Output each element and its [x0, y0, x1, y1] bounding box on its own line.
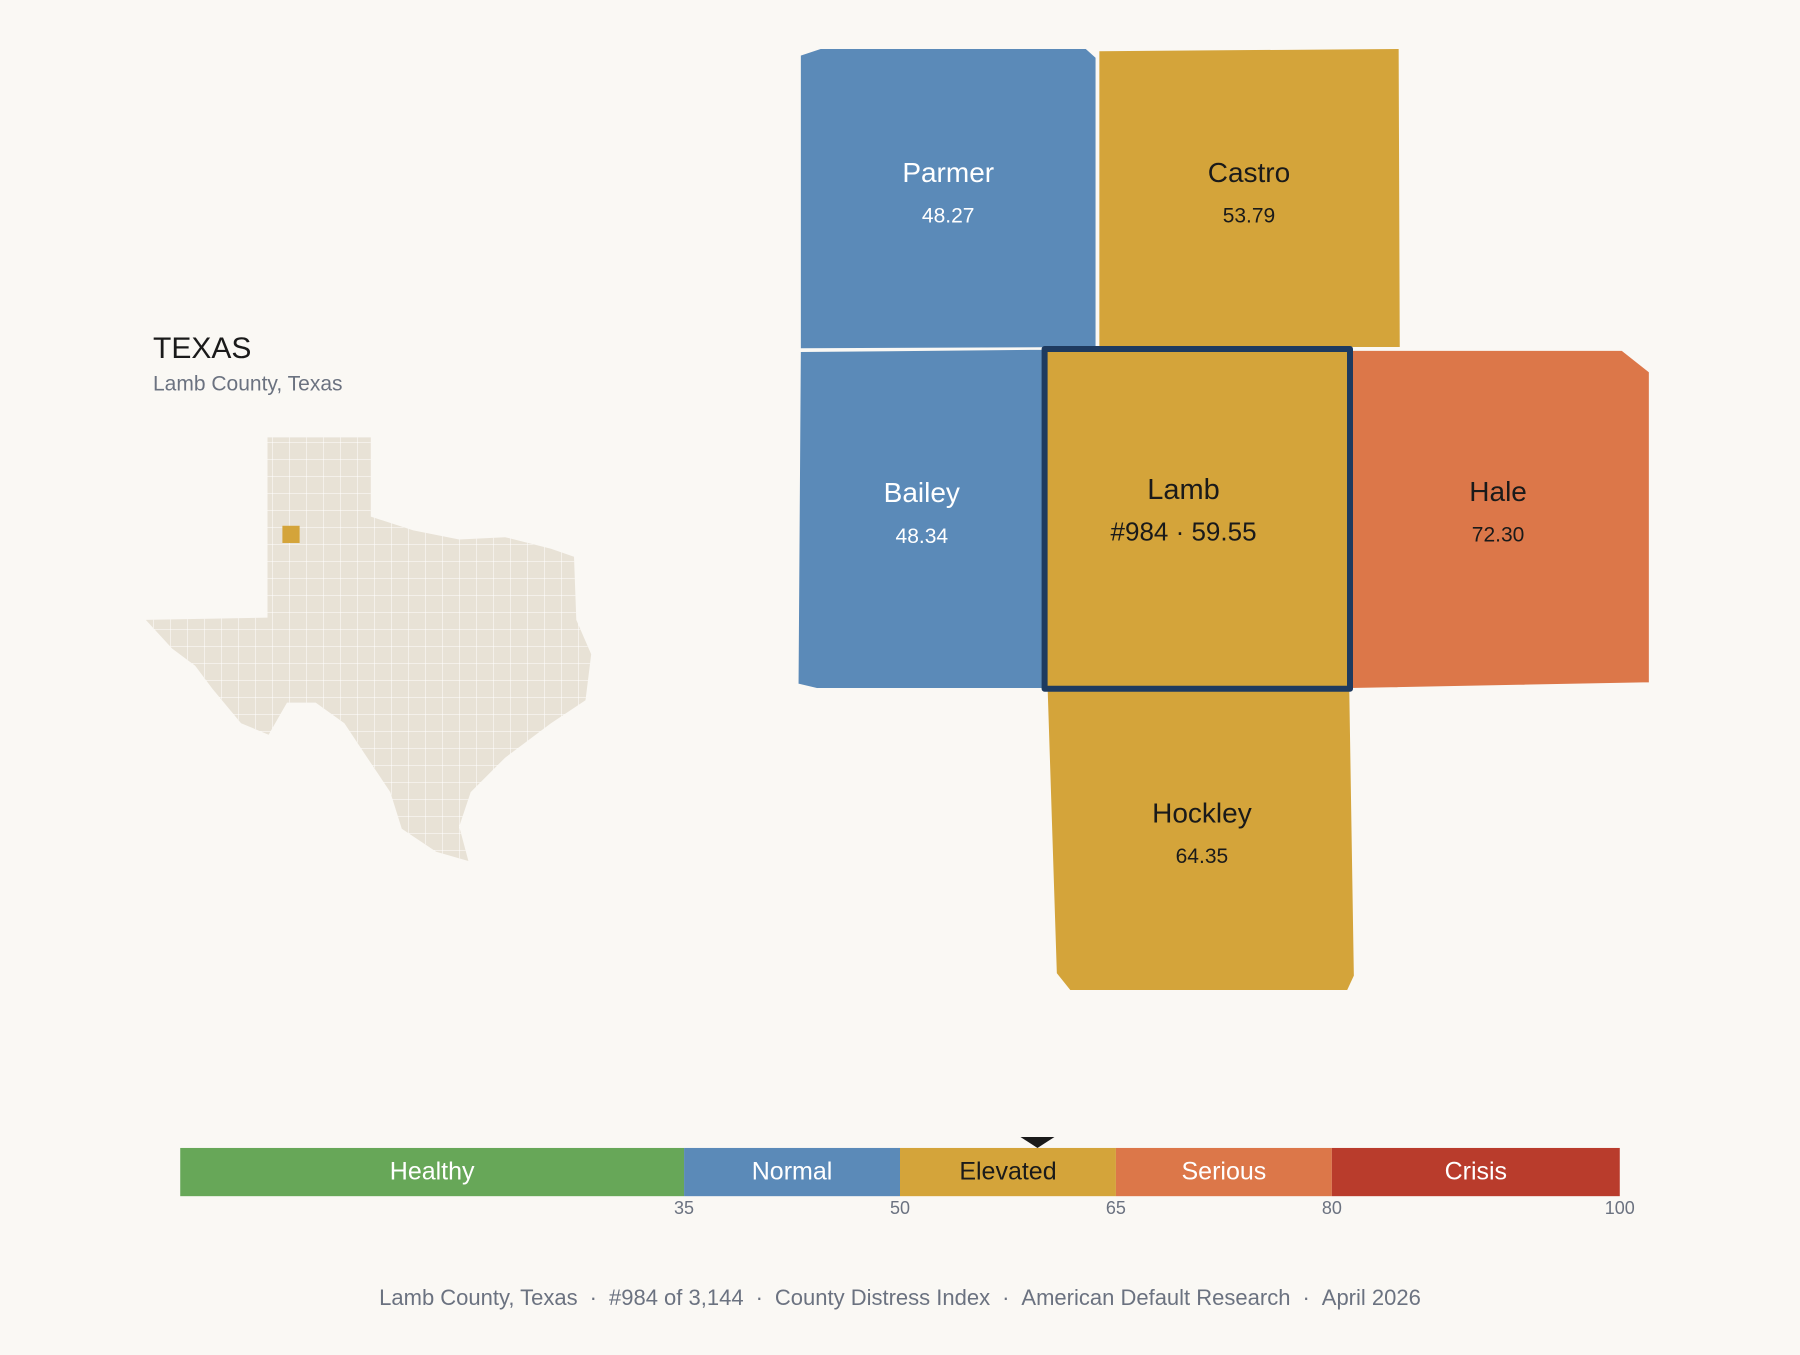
footer-separator: ·: [1002, 1285, 1009, 1310]
scale-band: [1115, 1147, 1332, 1197]
band-label: Normal: [752, 1158, 833, 1186]
scale-tick-label: 35: [674, 1198, 694, 1218]
county-name: Hockley: [1152, 797, 1252, 828]
county: [1097, 47, 1402, 349]
county-name: Castro: [1208, 157, 1290, 188]
county-value: 48.34: [896, 525, 949, 548]
county: [1349, 349, 1651, 690]
footer-part: Lamb County, Texas: [379, 1285, 578, 1310]
footer-part: American Default Research: [1021, 1285, 1290, 1310]
footer-part: County Distress Index: [775, 1285, 990, 1310]
band-label: Elevated: [959, 1158, 1056, 1186]
scale-marker: [1020, 1136, 1055, 1148]
scale-tick-label: 50: [890, 1198, 910, 1218]
county-value: 48.27: [922, 205, 975, 228]
highlighted-county: [282, 525, 300, 543]
title: TEXAS: [153, 332, 251, 365]
county: [1046, 688, 1356, 992]
scale-tick-label: 100: [1605, 1198, 1635, 1218]
county-value: 64.35: [1176, 845, 1229, 868]
band-label: Crisis: [1445, 1158, 1508, 1186]
state-map: [145, 437, 592, 861]
selected-county: [1041, 346, 1353, 692]
scale-band: [1331, 1147, 1620, 1197]
scale-band: [684, 1147, 900, 1197]
county: [799, 47, 1098, 350]
county: [797, 348, 1046, 690]
scale-tick-label: 65: [1106, 1198, 1126, 1218]
county-name: Hale: [1469, 476, 1527, 507]
scale-band: [180, 1147, 685, 1197]
county-map: Parmer 48.27 Castro 53.79 Bailey 48.34 Lamb #98…: [797, 47, 1651, 992]
scale-tick-label: 80: [1322, 1198, 1342, 1218]
county-name: Lamb: [1147, 474, 1220, 506]
footer-separator: ·: [590, 1285, 597, 1310]
band-label: Healthy: [390, 1158, 475, 1186]
county-value: #984 · 59.55: [1111, 517, 1257, 547]
county-grid: [145, 437, 592, 861]
county-name: Parmer: [902, 157, 994, 188]
band-label: Serious: [1182, 1158, 1267, 1186]
footer-part: #984 of 3,144: [609, 1285, 744, 1310]
footer-separator: ·: [756, 1285, 763, 1310]
subtitle: Lamb County, Texas: [153, 373, 343, 396]
county-value: 53.79: [1223, 205, 1276, 228]
footer-separator: ·: [1302, 1285, 1309, 1310]
distress-scale: Healthy Normal Elevated Serious Crisis 35 50 65…: [180, 1136, 1635, 1218]
county-value: 72.30: [1472, 524, 1525, 547]
county-name: Bailey: [884, 477, 960, 508]
scale-band: [900, 1147, 1116, 1197]
footer-part: April 2026: [1322, 1285, 1421, 1310]
footer: Lamb County, Texas · #984 of 3,144 · County …: [379, 1285, 1421, 1310]
